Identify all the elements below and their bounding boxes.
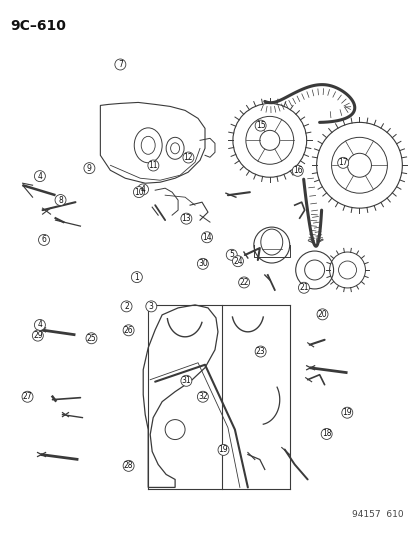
Text: 19: 19 <box>218 446 228 455</box>
Circle shape <box>133 187 144 198</box>
Circle shape <box>147 160 159 171</box>
Circle shape <box>320 429 331 439</box>
Text: 13: 13 <box>181 214 191 223</box>
Circle shape <box>226 249 237 260</box>
Text: 24: 24 <box>233 257 242 265</box>
Text: 20: 20 <box>317 310 327 319</box>
Text: 4: 4 <box>37 172 42 181</box>
Text: 6: 6 <box>41 236 46 245</box>
Circle shape <box>292 165 303 176</box>
Text: 22: 22 <box>239 278 248 287</box>
Circle shape <box>121 301 132 312</box>
Text: 2: 2 <box>124 302 128 311</box>
Circle shape <box>316 309 327 320</box>
Text: 29: 29 <box>33 331 43 340</box>
Circle shape <box>197 259 208 269</box>
Text: 4: 4 <box>140 185 145 194</box>
Text: 9: 9 <box>87 164 92 173</box>
Text: 31: 31 <box>181 376 191 385</box>
Text: 9C–610: 9C–610 <box>11 19 66 33</box>
Text: 14: 14 <box>202 233 211 242</box>
Text: 12: 12 <box>183 153 193 162</box>
Text: 32: 32 <box>197 392 207 401</box>
Circle shape <box>123 461 134 471</box>
Circle shape <box>123 325 134 336</box>
Text: 8: 8 <box>58 196 63 205</box>
Text: 27: 27 <box>23 392 32 401</box>
Text: 28: 28 <box>123 462 133 470</box>
Text: 11: 11 <box>148 161 158 170</box>
Circle shape <box>180 213 191 224</box>
Circle shape <box>84 163 95 174</box>
Text: 30: 30 <box>197 260 207 268</box>
Circle shape <box>201 232 212 243</box>
Circle shape <box>197 391 208 402</box>
Circle shape <box>32 330 43 341</box>
Circle shape <box>183 152 193 163</box>
Circle shape <box>114 59 126 70</box>
Circle shape <box>180 375 191 386</box>
Text: 3: 3 <box>149 302 153 311</box>
Circle shape <box>34 319 45 330</box>
Text: 1: 1 <box>134 273 139 281</box>
Circle shape <box>238 277 249 288</box>
Text: 7: 7 <box>118 60 123 69</box>
Text: 21: 21 <box>299 283 308 292</box>
Circle shape <box>131 272 142 282</box>
Text: 18: 18 <box>321 430 331 439</box>
Circle shape <box>145 301 157 312</box>
Text: 4: 4 <box>37 320 42 329</box>
Circle shape <box>298 282 309 293</box>
Text: 23: 23 <box>255 347 265 356</box>
Text: 19: 19 <box>342 408 351 417</box>
Circle shape <box>254 120 266 131</box>
Circle shape <box>55 195 66 206</box>
Circle shape <box>254 346 266 357</box>
Circle shape <box>34 171 45 182</box>
Circle shape <box>137 184 148 195</box>
Text: 10: 10 <box>134 188 143 197</box>
Text: 5: 5 <box>229 251 234 260</box>
Text: 16: 16 <box>292 166 302 175</box>
Text: 94157  610: 94157 610 <box>351 510 402 519</box>
Circle shape <box>22 391 33 402</box>
Circle shape <box>337 157 348 168</box>
Circle shape <box>86 333 97 344</box>
Text: 25: 25 <box>86 334 96 343</box>
Text: 15: 15 <box>255 121 265 130</box>
Text: 26: 26 <box>123 326 133 335</box>
Circle shape <box>232 256 243 266</box>
Circle shape <box>341 407 352 418</box>
Text: 17: 17 <box>337 158 347 167</box>
Circle shape <box>218 445 228 455</box>
Circle shape <box>38 235 50 245</box>
